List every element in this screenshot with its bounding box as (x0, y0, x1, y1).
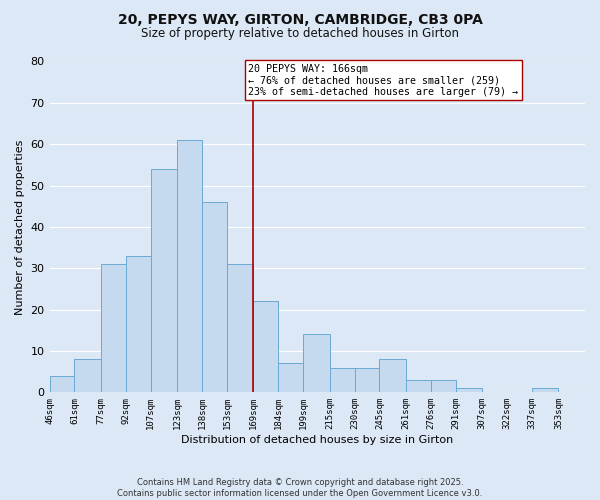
Bar (50, 376, 74, 392)
Y-axis label: Number of detached properties: Number of detached properties (15, 139, 25, 314)
Bar (330, 368, 355, 392)
X-axis label: Distribution of detached houses by size in Girton: Distribution of detached houses by size … (181, 435, 454, 445)
Bar (355, 368, 379, 392)
Bar (303, 334, 330, 392)
Bar (278, 364, 303, 392)
Bar (202, 202, 227, 392)
Text: 20 PEPYS WAY: 166sqm
← 76% of detached houses are smaller (259)
23% of semi-deta: 20 PEPYS WAY: 166sqm ← 76% of detached h… (248, 64, 518, 97)
Bar (151, 169, 177, 392)
Bar (101, 264, 126, 392)
Bar (532, 388, 559, 392)
Text: Size of property relative to detached houses in Girton: Size of property relative to detached ho… (141, 28, 459, 40)
Bar (253, 302, 278, 392)
Text: Contains HM Land Registry data © Crown copyright and database right 2025.
Contai: Contains HM Land Registry data © Crown c… (118, 478, 482, 498)
Bar (177, 140, 202, 392)
Bar (126, 256, 151, 392)
Text: 20, PEPYS WAY, GIRTON, CAMBRIDGE, CB3 0PA: 20, PEPYS WAY, GIRTON, CAMBRIDGE, CB3 0P… (118, 12, 482, 26)
Bar (74, 359, 101, 392)
Bar (455, 388, 482, 392)
Bar (431, 380, 455, 392)
Bar (406, 380, 431, 392)
Bar (227, 264, 253, 392)
Bar (379, 359, 406, 392)
